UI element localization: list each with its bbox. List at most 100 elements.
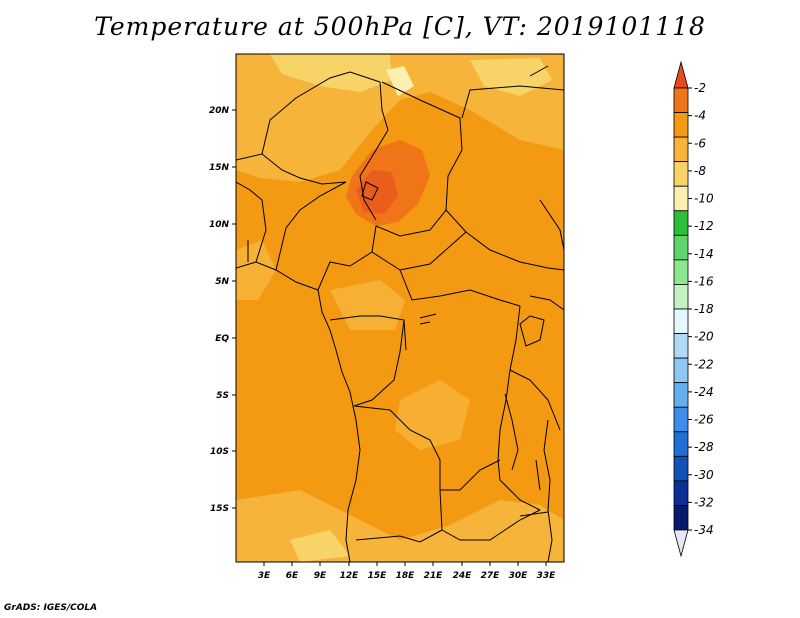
colorbar-label: -8 xyxy=(694,164,706,178)
lon-label: 12E xyxy=(340,571,360,581)
latitude-axis: 20N 15N 10N 5N EQ 5S 10S 15S xyxy=(209,106,236,514)
temperature-field xyxy=(236,54,564,562)
border-congo-drc xyxy=(353,319,405,407)
lon-label: 24E xyxy=(453,571,473,581)
colorbar: -2 -4 -6 -8 -10 -12 -14 -16 -18 -20 -22 -24 -26 -28 -3… xyxy=(673,60,714,558)
lon-label: 3E xyxy=(258,571,271,581)
lake-kariba xyxy=(519,511,549,517)
colorbar-box xyxy=(673,431,689,457)
band-minus12-minus10-patch xyxy=(386,66,414,96)
river-congo-1 xyxy=(419,313,437,319)
credit-text: GrADS: IGES/COLA xyxy=(4,603,98,613)
chart-title: Temperature at 500hPa [C], VT: 201910111… xyxy=(94,12,706,41)
map-frame xyxy=(235,53,565,563)
colorbar-box xyxy=(673,112,689,138)
lake-tanganyika xyxy=(504,393,519,471)
band-minus8-minus6-north xyxy=(236,54,564,182)
lat-label: 15S xyxy=(210,504,229,514)
colorbar-box xyxy=(673,234,689,261)
colorbar-label: -16 xyxy=(694,274,714,288)
country-borders xyxy=(236,65,564,562)
coast-red-sea xyxy=(529,65,549,77)
lon-label: 6E xyxy=(286,571,299,581)
colorbar-label: -24 xyxy=(694,385,714,399)
lake-victoria xyxy=(519,315,545,347)
band-minus10-minus8-south xyxy=(290,530,350,562)
lat-label: EQ xyxy=(215,334,229,344)
colorbar-label: -20 xyxy=(694,330,714,344)
lon-label: 9E xyxy=(314,571,327,581)
border-nigeria-cameroon xyxy=(275,181,347,271)
border-benin-togo xyxy=(236,181,267,263)
band-minus10-minus8-northeast xyxy=(470,58,552,96)
colorbar-box xyxy=(673,333,689,359)
band-minus8-minus6-west xyxy=(236,240,276,300)
colorbar-box xyxy=(673,382,689,408)
border-zambia xyxy=(439,489,541,541)
border-ethiopia xyxy=(539,199,564,251)
colorbar-label: -32 xyxy=(694,495,714,509)
lake-malawi xyxy=(535,459,541,491)
lon-label: 33E xyxy=(537,571,557,581)
lat-label: 10S xyxy=(210,447,229,457)
colorbar-box xyxy=(673,406,689,433)
border-car-north xyxy=(371,231,467,271)
colorbar-box xyxy=(673,136,689,163)
border-tanzania xyxy=(509,369,561,431)
border-niger-nigeria xyxy=(236,153,347,185)
colorbar-box xyxy=(673,505,689,531)
coastline-atlantic xyxy=(317,289,361,562)
lake-chad xyxy=(361,181,379,201)
border-libya-sudan xyxy=(461,85,564,119)
colorbar-box xyxy=(673,480,689,506)
colorbar-bottom-cap xyxy=(673,529,689,558)
colorbar-label: -10 xyxy=(694,192,714,206)
colorbar-box xyxy=(673,284,689,310)
lon-label: 15E xyxy=(368,571,388,581)
colorbar-label: -2 xyxy=(694,81,706,95)
border-drc-east xyxy=(497,305,541,511)
colorbar-box xyxy=(673,210,689,236)
border-mozambique xyxy=(543,419,553,562)
colorbar-box xyxy=(673,87,689,113)
lat-label: 5S xyxy=(216,391,229,401)
colorbar-box xyxy=(673,455,689,482)
lat-label: 5N xyxy=(215,277,229,287)
colorbar-box xyxy=(673,308,689,334)
lon-label: 27E xyxy=(481,571,501,581)
colorbar-box xyxy=(673,185,689,212)
band-minus4-minus2-inner xyxy=(356,170,398,214)
colorbar-label: -26 xyxy=(694,413,714,427)
border-namibia-angola xyxy=(355,529,443,543)
border-congo-gabon xyxy=(329,315,407,351)
river-congo-2 xyxy=(419,321,431,325)
colorbar-box xyxy=(673,161,689,187)
colorbar-label: -28 xyxy=(694,440,714,454)
border-chad-east xyxy=(375,81,463,237)
colorbar-box xyxy=(673,259,689,285)
colorbar-top-cap xyxy=(673,60,689,89)
border-algeria-niger xyxy=(261,71,351,155)
colorbar-label: -4 xyxy=(694,109,706,123)
band-minus10-minus8-north xyxy=(270,54,392,92)
lon-label: 18E xyxy=(396,571,416,581)
lon-label: 30E xyxy=(509,571,529,581)
colorbar-label: -12 xyxy=(694,219,714,233)
band-minus8-minus6-interior xyxy=(395,380,470,450)
border-drc-angola xyxy=(353,405,501,491)
colorbar-label: -30 xyxy=(694,468,714,482)
colorbar-label: -22 xyxy=(694,357,714,371)
longitude-axis: 3E 6E 9E 12E 15E 18E 21E 24E 27E 30E 33E xyxy=(258,562,556,581)
lon-label: 21E xyxy=(424,571,444,581)
border-uganda-kenya xyxy=(529,295,564,311)
lat-label: 15N xyxy=(209,163,230,173)
colorbar-label: -18 xyxy=(694,302,714,316)
border-sudan-south xyxy=(445,209,564,271)
colorbar-label: -6 xyxy=(694,136,706,150)
colorbar-box xyxy=(673,357,689,384)
colorbar-label: -14 xyxy=(694,247,714,261)
border-cameroon xyxy=(317,225,377,291)
colorbar-label: -34 xyxy=(694,523,714,537)
border-car-drc xyxy=(399,269,521,307)
